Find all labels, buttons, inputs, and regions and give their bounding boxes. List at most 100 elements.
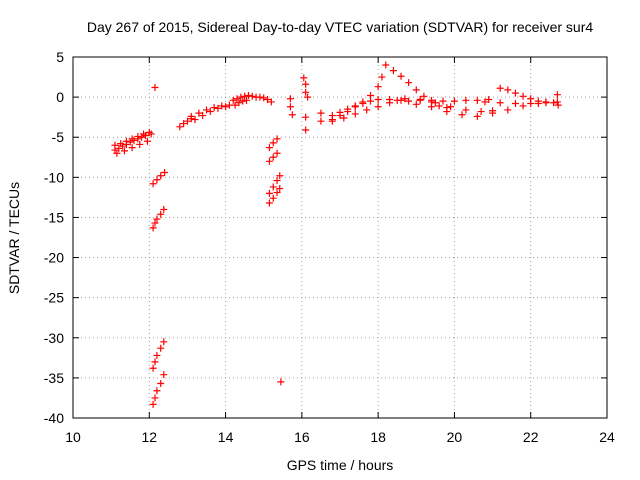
data-point [328,117,336,125]
data-point [153,176,161,184]
data-point [447,103,455,111]
data-point [265,199,273,207]
data-point [554,101,562,109]
data-point [269,153,277,161]
data-point [401,95,409,103]
data-point [273,177,281,185]
data-point [304,93,312,101]
data-point [113,149,121,157]
data-point [273,135,281,143]
data-point [140,130,148,138]
data-point [374,83,382,91]
data-point [336,108,344,116]
data-point [462,106,470,114]
data-point [351,110,359,118]
data-point [244,92,252,100]
data-point [300,74,308,82]
data-point [389,67,397,75]
data-point [180,120,188,128]
x-tick-label: 16 [294,429,310,445]
data-point [231,101,239,109]
data-point [553,91,561,99]
data-point [288,111,296,119]
data-point [286,95,294,103]
data-point [176,123,184,131]
data-point [149,364,157,372]
data-point [374,96,382,104]
data-point [233,95,241,103]
data-point [161,169,169,177]
data-point [222,103,230,111]
data-point [504,86,512,94]
data-point [412,100,420,108]
data-point [160,371,168,379]
data-point [153,215,161,223]
data-point [183,117,191,125]
data-point [477,108,485,116]
data-point [151,394,159,402]
data-point [157,172,165,180]
data-point [256,93,264,101]
data-point [367,97,375,105]
x-tick-label: 18 [370,429,386,445]
data-point [462,96,470,104]
data-point [511,89,519,97]
data-point [151,83,159,91]
data-point [128,144,136,152]
data-point [149,180,157,188]
data-point [428,103,436,111]
data-point [420,92,428,100]
data-point [359,100,367,108]
y-axis-label: SDTVAR / TECUs [6,182,22,294]
data-point [428,96,436,104]
data-point [199,112,207,120]
data-point [273,189,281,197]
data-point [265,157,273,165]
data-point [405,97,413,105]
data-point [302,113,310,121]
data-point [260,94,268,102]
data-point [265,189,273,197]
data-point [191,116,199,124]
data-point [157,380,165,388]
y-tick-label: -15 [44,209,64,225]
x-tick-label: 22 [523,429,539,445]
data-point [473,96,481,104]
data-point [195,109,203,117]
data-point [489,109,497,117]
data-point [117,140,125,148]
data-point [151,358,159,366]
data-point [405,79,413,87]
data-point [378,73,386,81]
data-point [473,112,481,120]
data-point [317,117,325,125]
data-point [416,96,424,104]
data-point [302,80,310,88]
x-tick-labels: 10 12 14 16 18 20 22 24 [65,429,615,445]
y-tick-label: -40 [44,410,64,426]
data-point [157,344,165,352]
data-point [534,97,542,105]
data-point [111,141,119,149]
ticks [72,56,608,419]
data-point [340,114,348,122]
data-point [542,99,550,107]
data-point [439,97,447,105]
x-tick-label: 12 [141,429,157,445]
data-point [519,102,527,110]
data-point [149,400,157,408]
data-point [496,84,504,92]
data-point [218,102,226,110]
data-point [235,99,243,107]
data-point [519,92,527,100]
data-point [374,103,382,111]
data-point [450,97,458,105]
data-point [273,149,281,157]
data-point [363,106,371,114]
data-point [243,96,251,104]
data-point [149,224,157,232]
data-point [206,108,214,116]
data-point [237,93,245,101]
y-tick-label: -35 [44,370,64,386]
